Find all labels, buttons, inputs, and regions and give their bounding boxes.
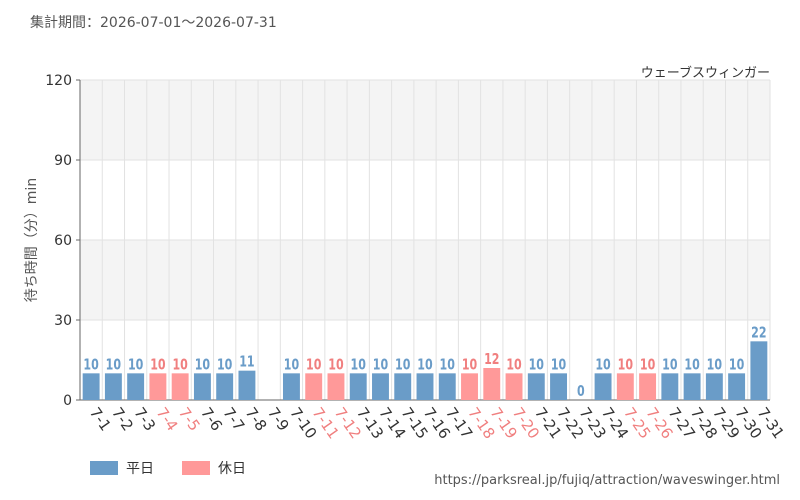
bar — [349, 373, 367, 400]
bar — [683, 373, 701, 400]
bar — [193, 373, 211, 400]
bar — [750, 341, 768, 400]
bar-value-label: 10 — [284, 356, 299, 373]
bar-value-label: 10 — [640, 356, 655, 373]
bar — [505, 373, 523, 400]
bar-value-label: 10 — [684, 356, 699, 373]
collection-period: 集計期間：2026-07-01～2026-07-31 — [30, 15, 277, 31]
x-tick-label: 7-6 — [197, 404, 226, 434]
bar — [661, 373, 679, 400]
bar — [594, 373, 612, 400]
bar — [82, 373, 100, 400]
bar-value-label: 11 — [239, 354, 254, 371]
bar-value-label: 10 — [729, 356, 744, 373]
x-tick-label: 7-3 — [130, 404, 159, 434]
holiday-swatch — [182, 461, 210, 475]
legend-item-holiday[interactable]: 休日 — [182, 458, 246, 478]
bar-value-label: 10 — [351, 356, 366, 373]
bar-value-label: 10 — [618, 356, 633, 373]
bar — [461, 373, 478, 400]
bar — [216, 373, 234, 400]
bar — [127, 373, 145, 400]
legend-item-weekday[interactable]: 平日 — [90, 458, 154, 478]
x-tick-label: 7-1 — [86, 404, 115, 434]
weekday-swatch — [90, 461, 118, 475]
bar-value-label: 10 — [662, 356, 677, 373]
bar — [483, 368, 501, 400]
bar-value-label: 10 — [595, 356, 610, 373]
bar — [438, 373, 456, 400]
bar-value-label: 10 — [106, 356, 121, 373]
x-tick-label: 7-4 — [153, 404, 182, 434]
y-tick-label: 0 — [63, 393, 72, 409]
x-tick-label: 7-2 — [108, 404, 137, 434]
legend: 平日 休日 — [90, 458, 246, 478]
bar-value-label: 10 — [417, 356, 432, 373]
bar-value-label: 10 — [462, 356, 477, 373]
bar-value-label: 10 — [195, 356, 210, 373]
y-tick-label: 30 — [54, 313, 72, 329]
bar-value-label: 10 — [172, 356, 187, 373]
bar — [616, 373, 634, 400]
bar — [149, 373, 167, 400]
bar — [305, 373, 323, 400]
bar-value-label: 10 — [128, 356, 143, 373]
bar-value-label: 10 — [150, 356, 165, 373]
bar-value-label: 10 — [306, 356, 321, 373]
attraction-name: ウェーブスウィンガー — [640, 66, 770, 81]
bar-value-label: 22 — [751, 324, 766, 341]
bar — [327, 373, 345, 400]
y-tick-label: 120 — [45, 73, 72, 89]
bar — [728, 373, 746, 400]
bar-value-label: 10 — [506, 356, 521, 373]
bar — [527, 373, 545, 400]
x-tick-label: 7-5 — [175, 404, 204, 434]
bar — [372, 373, 389, 400]
bar — [238, 370, 256, 400]
legend-holiday-label: 休日 — [218, 461, 246, 477]
bar-value-label: 10 — [529, 356, 544, 373]
bar-value-label: 10 — [328, 356, 343, 373]
bar-value-label: 10 — [373, 356, 388, 373]
bar-value-label: 0 — [577, 383, 585, 400]
bar-value-label: 10 — [395, 356, 410, 373]
y-tick-label: 60 — [54, 233, 72, 249]
bar — [394, 373, 412, 400]
bar-value-label: 10 — [707, 356, 722, 373]
bar — [416, 373, 434, 400]
bar — [705, 373, 723, 400]
bar-value-label: 10 — [83, 356, 98, 373]
bar — [282, 373, 300, 400]
bar — [171, 373, 189, 400]
bar-value-label: 10 — [551, 356, 566, 373]
bar-value-label: 10 — [440, 356, 455, 373]
bar-value-label: 10 — [217, 356, 232, 373]
plot-band — [80, 80, 770, 160]
bar — [104, 373, 122, 400]
legend-weekday-label: 平日 — [126, 461, 154, 477]
x-tick-label: 7-9 — [264, 404, 293, 434]
bar-value-label: 12 — [484, 351, 499, 368]
plot-band — [80, 240, 770, 320]
bar — [639, 373, 657, 400]
bar — [550, 373, 568, 400]
x-tick-label: 7-8 — [242, 404, 271, 434]
source-url: https://parksreal.jp/fujiq/attraction/wa… — [434, 473, 780, 488]
y-tick-label: 90 — [54, 153, 72, 169]
x-tick-label: 7-7 — [219, 404, 248, 434]
